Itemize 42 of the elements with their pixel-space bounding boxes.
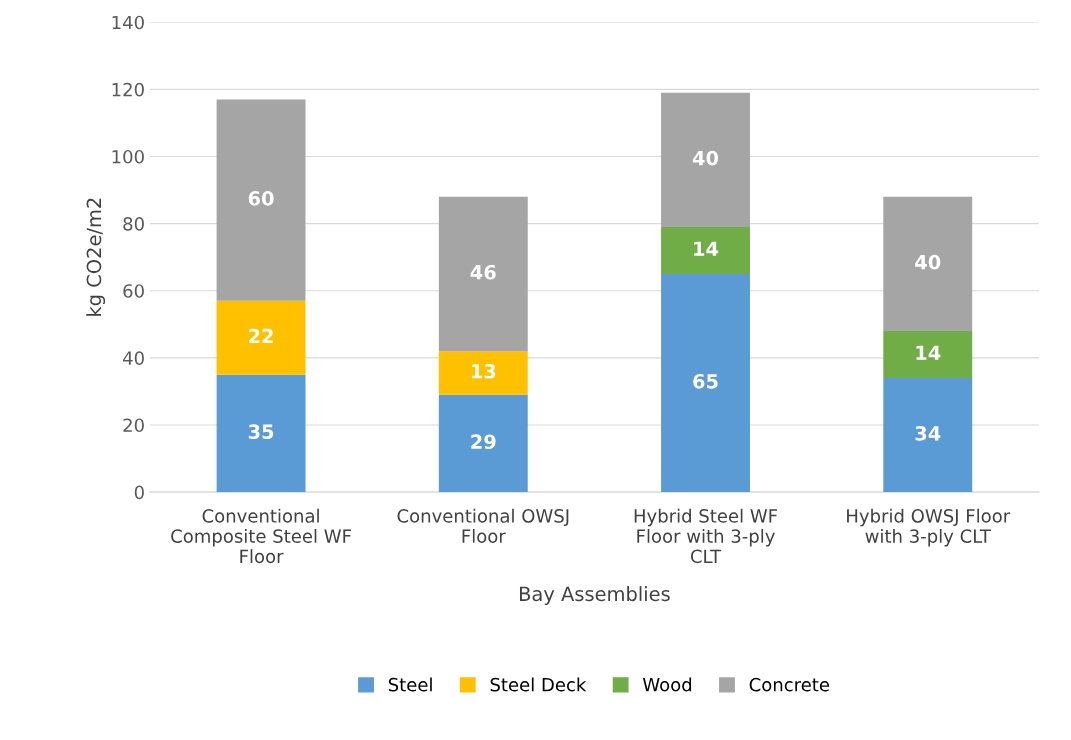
bar	[438, 394, 528, 493]
legend-label: Concrete	[749, 677, 830, 692]
bar	[661, 92, 750, 227]
bar	[661, 273, 750, 493]
y-tick-label: 20	[123, 418, 144, 433]
bar	[216, 99, 306, 301]
x-tick-label: Conventional Composite Steel WF Floor	[171, 508, 351, 564]
data-label: 40	[692, 150, 719, 166]
data-label: 40	[915, 254, 941, 270]
data-label: 60	[248, 191, 274, 206]
bar	[216, 300, 306, 375]
bar	[883, 377, 973, 493]
legend-label: Wood	[642, 677, 692, 692]
data-label: 35	[248, 424, 274, 439]
data-label: 14	[916, 345, 941, 360]
bar	[438, 351, 528, 395]
y-tick-label: 120	[112, 82, 144, 97]
data-label: 13	[471, 363, 496, 379]
data-label: 65	[693, 373, 718, 389]
data-label: 34	[915, 425, 941, 441]
y-tick-label: 100	[112, 149, 144, 164]
bar	[883, 196, 973, 331]
legend-label: Steel	[388, 677, 432, 692]
y-tick-label: 80	[123, 217, 144, 231]
y-tick-label: 60	[123, 284, 144, 298]
data-label: 14	[694, 241, 719, 256]
y-tick-label: 140	[112, 15, 144, 30]
bar	[661, 226, 750, 274]
bar	[216, 374, 306, 493]
data-label: 29	[471, 434, 496, 450]
data-label: 22	[249, 328, 273, 344]
y-axis-title: kg CO2e/m2	[86, 198, 106, 316]
x-tick-label: Conventional OWSJ Floor	[397, 508, 569, 543]
bar	[883, 330, 973, 378]
x-tick-label: Hybrid Steel WF Floor with 3-ply CLT	[634, 508, 778, 564]
y-tick-label: 40	[122, 351, 144, 365]
bar	[438, 196, 528, 352]
legend-label: Steel Deck	[490, 677, 587, 692]
y-tick-label: 0	[134, 485, 144, 500]
data-label: 46	[470, 264, 496, 280]
x-axis-title: Bay Assemblies	[519, 586, 670, 605]
x-tick-label: Hybrid OWSJ Floor with 3-ply CLT	[847, 508, 1011, 547]
